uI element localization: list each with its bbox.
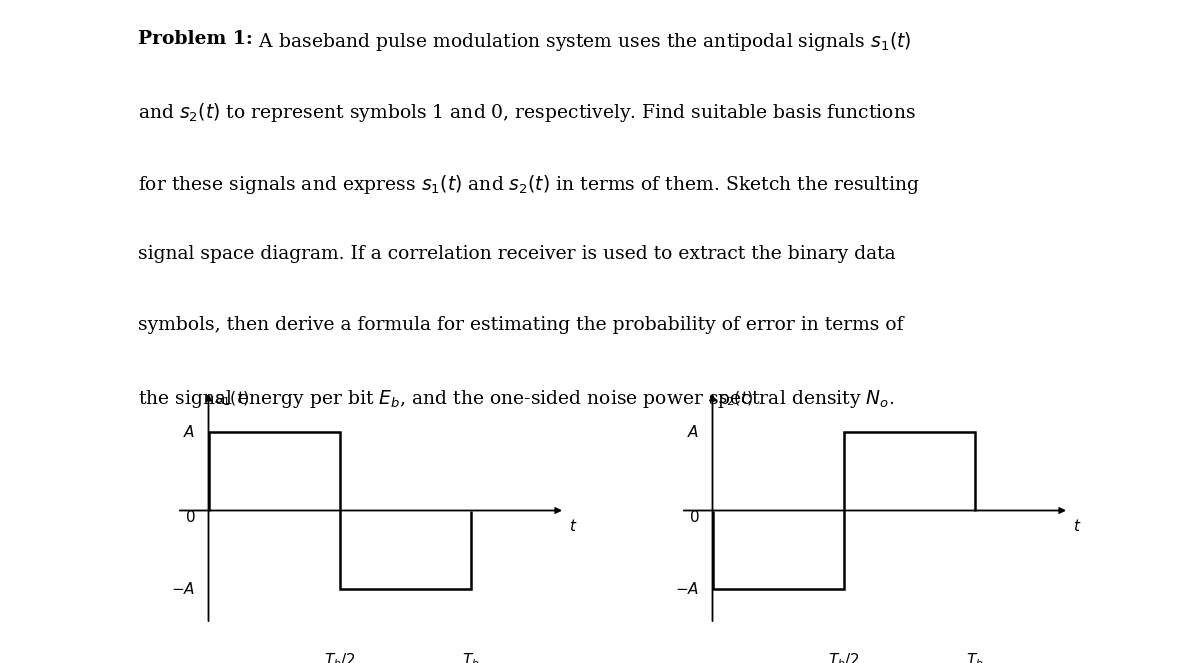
Text: $T_b/2$: $T_b/2$ bbox=[324, 652, 355, 663]
Text: for these signals and express $s_1(t)$ and $s_2(t)$ in terms of them. Sketch the: for these signals and express $s_1(t)$ a… bbox=[138, 173, 920, 196]
Text: $T_b$: $T_b$ bbox=[462, 652, 480, 663]
Text: the signal energy per bit $E_b$, and the one-sided noise power spectral density : the signal energy per bit $E_b$, and the… bbox=[138, 388, 895, 410]
Text: $s_2(t)$: $s_2(t)$ bbox=[718, 390, 754, 408]
Text: $0$: $0$ bbox=[689, 509, 700, 525]
Text: $A$: $A$ bbox=[184, 424, 196, 440]
Text: $T_b$: $T_b$ bbox=[966, 652, 984, 663]
Text: signal space diagram. If a correlation receiver is used to extract the binary da: signal space diagram. If a correlation r… bbox=[138, 245, 895, 263]
Text: $0$: $0$ bbox=[185, 509, 196, 525]
Text: $A$: $A$ bbox=[688, 424, 700, 440]
Text: $T_b/2$: $T_b/2$ bbox=[828, 652, 859, 663]
Text: symbols, then derive a formula for estimating the probability of error in terms : symbols, then derive a formula for estim… bbox=[138, 316, 904, 334]
Text: A baseband pulse modulation system uses the antipodal signals $s_1(t)$: A baseband pulse modulation system uses … bbox=[253, 30, 911, 53]
Text: Problem 1:: Problem 1: bbox=[138, 30, 253, 48]
Text: $t$: $t$ bbox=[569, 518, 577, 534]
Text: $-A$: $-A$ bbox=[172, 581, 196, 597]
Text: and $s_2(t)$ to represent symbols 1 and 0, respectively. Find suitable basis fun: and $s_2(t)$ to represent symbols 1 and … bbox=[138, 101, 916, 125]
Text: $s_1(t)$: $s_1(t)$ bbox=[214, 390, 250, 408]
Text: $t$: $t$ bbox=[1073, 518, 1081, 534]
Text: $-A$: $-A$ bbox=[676, 581, 700, 597]
